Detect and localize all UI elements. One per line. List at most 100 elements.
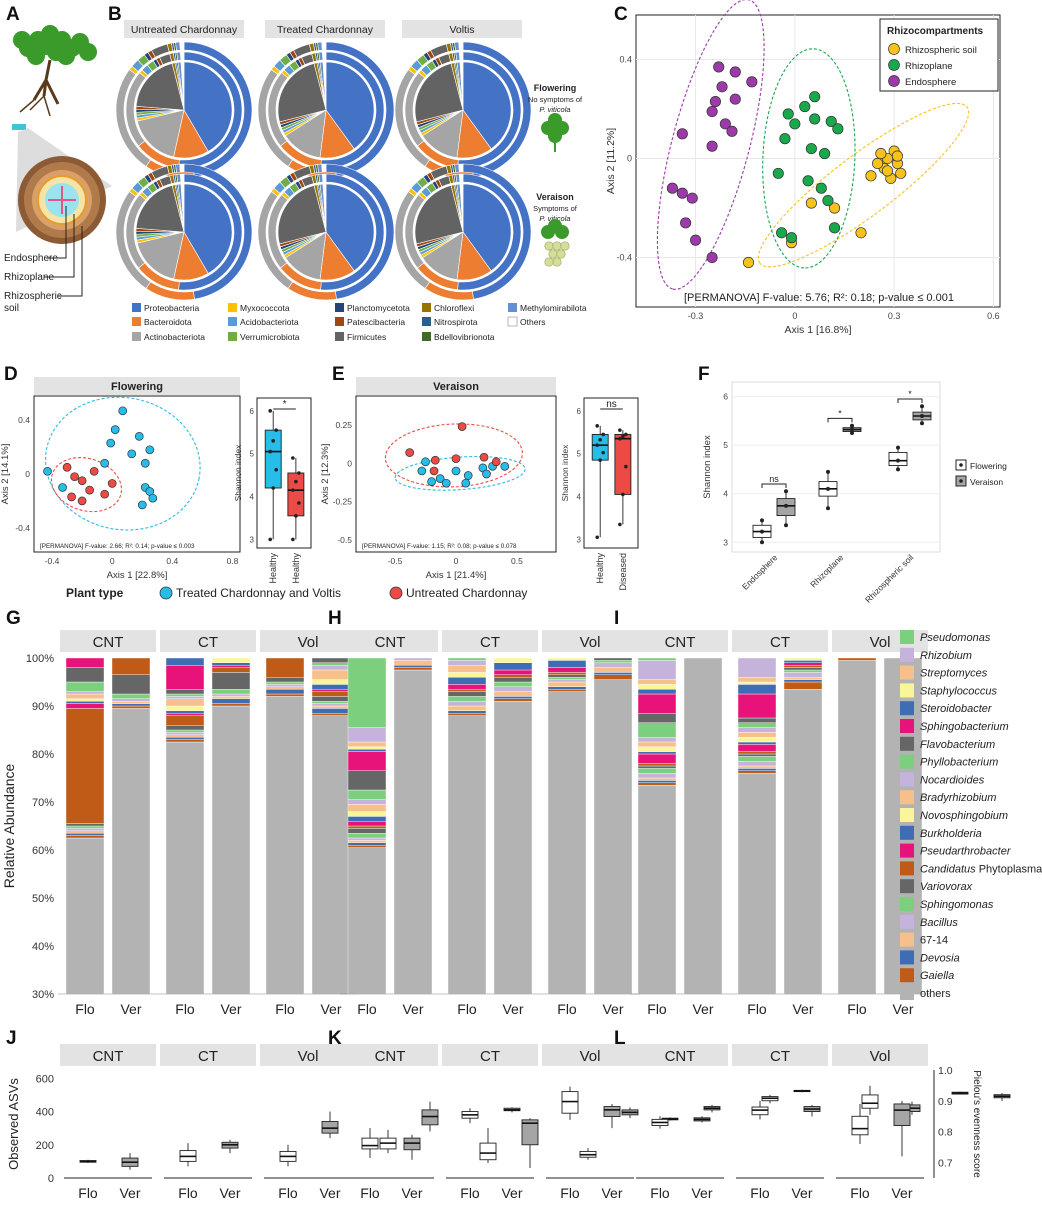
x-tick-label: Ver: [602, 1001, 623, 1017]
legend-swatch: [900, 683, 914, 698]
phylum-legend-label: Bacteroidota: [144, 317, 192, 327]
panel-l-box: CNT CT Vol 0.7 0.8 0.9 1.0 Pielou's evenness sc…: [632, 1044, 1011, 1201]
data-point: [872, 157, 884, 170]
bar-segment-gaiella: [347, 845, 387, 848]
bar-segment-candidatus-phytoplasma: [265, 657, 305, 678]
legend-swatch: [900, 719, 914, 733]
panel-e-scatter: -0.5 0 0.5 -0.5 -0.25 0 0.25 Axis 1 [21.4%] Axis…: [320, 395, 557, 581]
bar-segment-sphingomonas: [447, 696, 487, 702]
sample-dot: [784, 503, 788, 508]
sample-dot: [595, 443, 599, 447]
box-body: [561, 1091, 579, 1114]
legend-swatch: [508, 303, 517, 312]
y-tick-label: 50%: [32, 893, 54, 905]
bar-segment-bacillus: [783, 672, 823, 678]
bar-segment-variovorax: [65, 823, 105, 827]
facet-header-label: CT: [480, 634, 500, 651]
significance-label: *: [908, 389, 912, 399]
bar-segment-gaiella: [265, 693, 305, 697]
panel-c-legend: Rhizocompartments Rhizospheric soil Rhizop…: [879, 18, 999, 92]
grape-berry: [556, 249, 566, 259]
x-tick-label: Flo: [78, 1185, 98, 1200]
bar-segment-phyllobacterium: [347, 789, 387, 800]
panel-letter-l: L: [614, 1028, 626, 1049]
legend-swatch: [900, 808, 914, 822]
rhizospheric-soil-leader: [58, 226, 83, 297]
data-point: [457, 422, 467, 431]
plant-type-title: Plant type: [66, 586, 124, 600]
legend-label: Steroidobacter: [920, 703, 993, 715]
legend-swatch: [900, 790, 914, 805]
data-point: [62, 462, 72, 472]
legend-label: others: [920, 988, 951, 1000]
legend-label: Veraison: [970, 477, 1003, 487]
data-point: [726, 125, 738, 137]
legend-swatch: [335, 332, 344, 341]
grape-berry: [544, 241, 554, 251]
leaf-cluster: [79, 43, 97, 61]
x-tick-label: Flo: [560, 1185, 580, 1200]
data-point: [676, 187, 688, 199]
sample-dot: [271, 439, 276, 443]
sample-dot: [826, 469, 830, 474]
y-axis-label: Relative Abundance: [1, 764, 17, 889]
bar-segment-variovorax: [211, 672, 251, 690]
bar-segment-bradyrhizobium: [65, 693, 105, 699]
legend-label: Flowering: [970, 461, 1007, 471]
x-tick-label: Ver: [320, 1001, 341, 1017]
bar-segment-others: [737, 773, 777, 995]
legend-swatch: [228, 317, 237, 326]
data-point: [435, 474, 445, 483]
panel-h-stacked: CNT CT Vol Flo Ver Flo Ver Flo Ver: [340, 630, 640, 1017]
data-point: [463, 471, 473, 480]
box-body: [287, 472, 305, 517]
sample-dot: [294, 514, 298, 518]
bar-segment-novosphingobium: [347, 811, 387, 817]
x-tick-label: Ver: [791, 1185, 812, 1200]
bar-segment-bacillus: [265, 684, 305, 688]
bar-segment-burkholderia: [547, 660, 587, 668]
sample-dot: [274, 428, 279, 432]
bar-segment-bacillus: [593, 662, 633, 668]
y-tick-label: 6: [577, 407, 582, 416]
box-body: [479, 1142, 497, 1161]
data-point: [100, 458, 110, 468]
phylum-legend-label: Others: [520, 317, 546, 327]
y-axis-label: Observed ASVs: [6, 1078, 21, 1170]
bar-segment-flavobacterium: [65, 667, 105, 683]
x-tick-label: Healthy: [595, 553, 605, 584]
bar-segment-bradyrhizobium: [637, 741, 677, 747]
bar-segment-variovorax: [265, 677, 305, 683]
confidence-ellipse: [45, 396, 201, 531]
bar-segment-bacillus: [347, 837, 387, 841]
donut-slice-others: [179, 163, 185, 173]
permanova-annotation: [PERMANOVA] F-value: 1.15; R²: 0.08; p-v…: [362, 543, 517, 550]
legend-swatch: [422, 317, 431, 326]
legend-label: Sphingomonas: [920, 899, 994, 911]
bar-segment-bacillus: [447, 701, 487, 707]
x-tick-label: 0.4: [166, 556, 178, 566]
bar-segment-pseudarthrobacter: [65, 703, 105, 709]
sample-dot: [920, 404, 924, 409]
plant-type-label: Untreated Chardonnay: [406, 586, 527, 600]
bar-segment-sphingomonas: [165, 729, 205, 733]
bar-segment-burkholderia: [347, 816, 387, 822]
data-point: [441, 478, 451, 488]
y-tick-label: -0.25: [333, 497, 353, 507]
bar-segment-pseudarthrobacter: [347, 821, 387, 827]
y-tick-label: 3: [723, 537, 728, 547]
sample-dot: [294, 479, 298, 484]
bar-segment-67-14: [493, 691, 533, 697]
x-tick-label: Ver: [501, 1185, 522, 1200]
x-tick-label: Flo: [847, 1001, 867, 1017]
bar-segment-nocardioides: [347, 799, 387, 805]
facet-header-bg: [124, 20, 244, 38]
y-tick-label: 0.4: [18, 415, 30, 425]
sample-dot: [297, 471, 301, 475]
bar-segment-phyllobacterium: [165, 693, 205, 697]
bar-segment-novosphingobium: [637, 746, 677, 752]
sample-dot: [850, 423, 854, 428]
legend-label: Novosphingobium: [920, 810, 1008, 822]
significance-bracket: [897, 398, 923, 403]
significance-label: ns: [606, 399, 617, 410]
